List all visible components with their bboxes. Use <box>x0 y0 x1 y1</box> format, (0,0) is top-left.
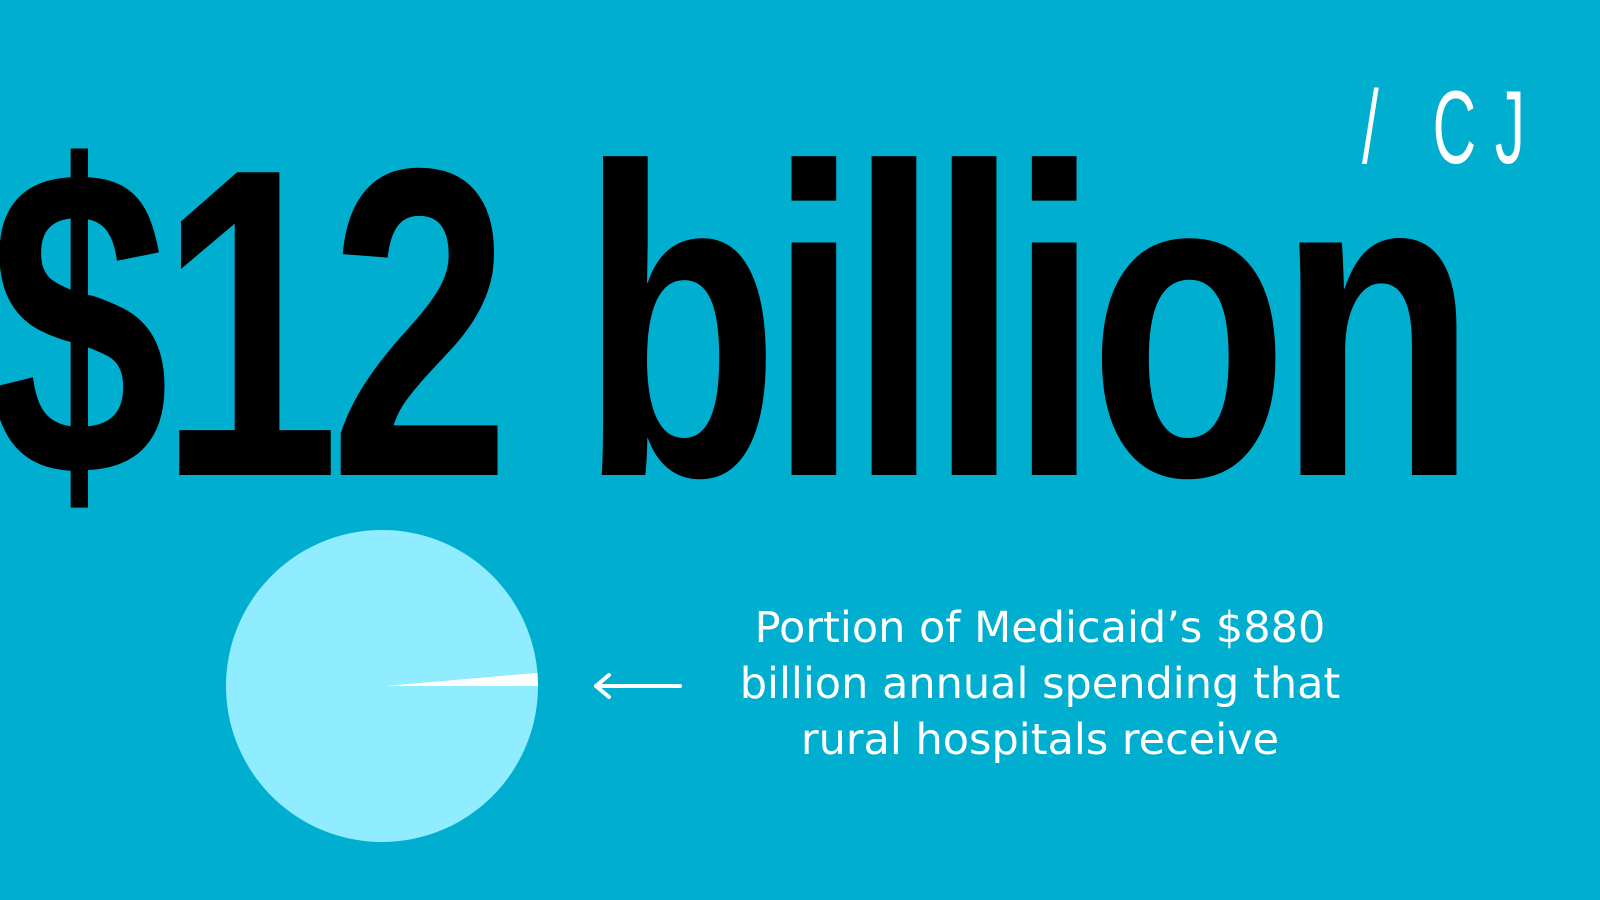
caption-text: Portion of Medicaid’s $880 billion annua… <box>710 600 1370 768</box>
caption-line-3: rural hospitals receive <box>800 715 1280 765</box>
pie-slice-rural-hospitals <box>382 672 538 686</box>
headline-amount: $12 billion <box>0 78 1477 569</box>
left-arrow-icon <box>594 673 682 699</box>
caption-line-1: Portion of Medicaid’s $880 <box>754 603 1326 653</box>
caption-line-2: billion annual spending that <box>739 659 1341 709</box>
pie-slice-remainder <box>225 529 539 842</box>
pie-slices <box>225 529 539 842</box>
cj-logo: / CJ <box>1362 70 1544 186</box>
